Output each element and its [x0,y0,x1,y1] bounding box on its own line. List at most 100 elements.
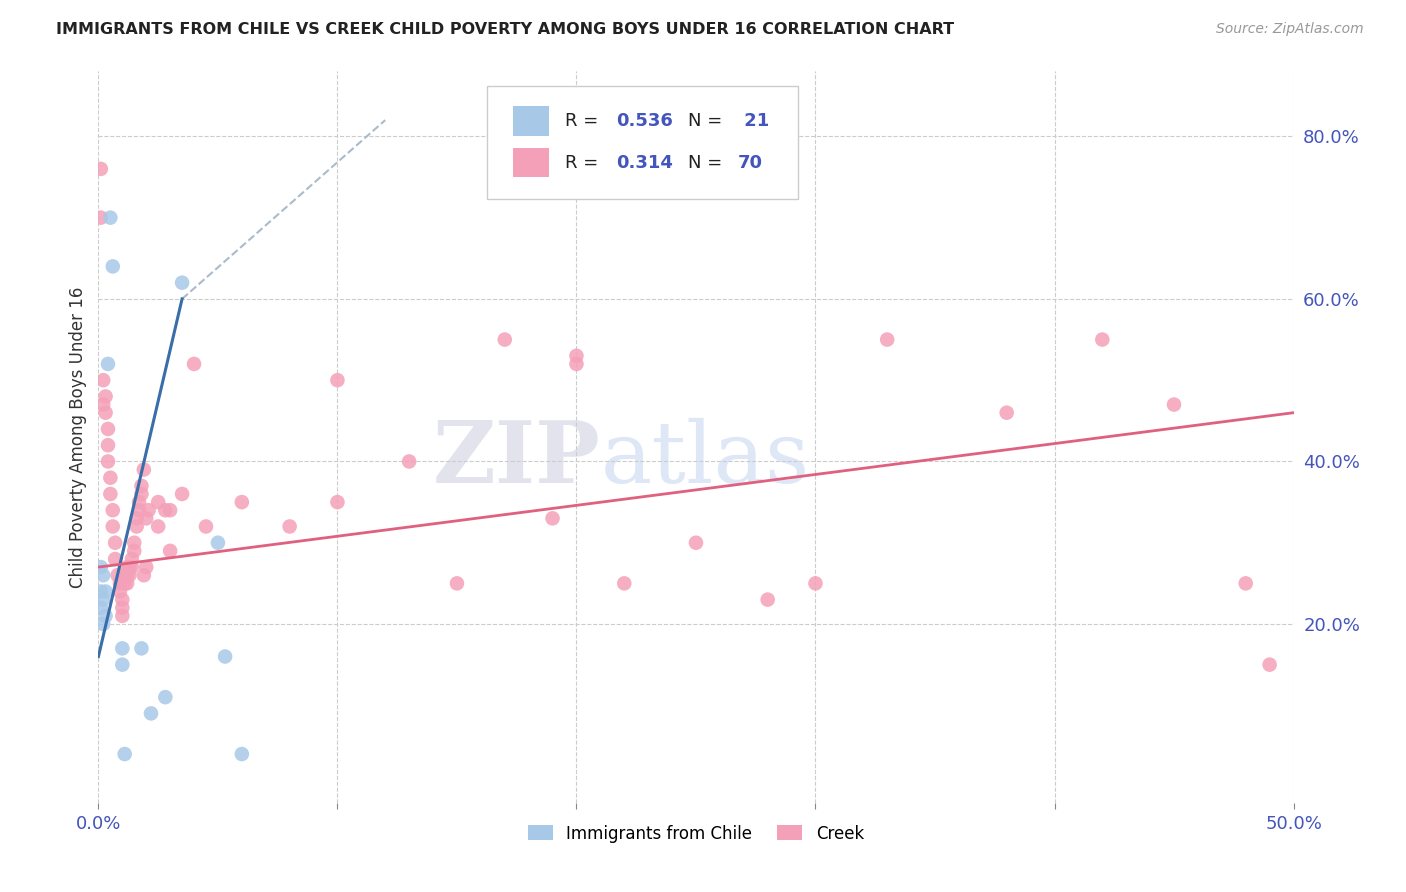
Point [148,495,170,509]
Point [94,584,117,599]
Point [756,592,779,607]
Point [114,576,136,591]
Point [494,333,516,347]
Point [565,349,588,363]
Text: 0.536: 0.536 [616,112,673,130]
Point [91,398,114,412]
Text: 0.314: 0.314 [616,153,673,172]
Point [172,276,194,290]
Point [108,576,131,591]
Point [115,576,138,591]
Text: IMMIGRANTS FROM CHILE VS CREEK CHILD POVERTY AMONG BOYS UNDER 16 CORRELATION CHA: IMMIGRANTS FROM CHILE VS CREEK CHILD POV… [56,22,955,37]
Point [98,471,122,485]
Point [111,641,134,656]
Point [90,584,112,599]
Point [132,462,155,476]
Point [995,406,1018,420]
Point [159,544,181,558]
Point [98,487,122,501]
Point [132,568,155,582]
Point [107,568,129,582]
Point [91,617,114,632]
Point [155,503,177,517]
Point [98,211,122,225]
Point [111,608,134,623]
Point [91,568,114,582]
Point [121,552,143,566]
Point [138,503,160,517]
Point [685,535,707,549]
Point [326,495,349,509]
Point [446,576,468,591]
Text: R =: R = [565,153,603,172]
Point [124,544,146,558]
Point [207,535,229,549]
Point [94,608,117,623]
Point [97,454,120,468]
Point [97,438,120,452]
Bar [513,106,548,136]
Point [124,535,146,549]
Point [97,422,120,436]
Point [172,487,194,501]
Point [90,211,112,225]
Point [613,576,636,591]
Point [114,747,136,761]
Point [1258,657,1281,672]
Point [114,568,136,582]
Point [326,373,349,387]
Point [90,560,112,574]
FancyBboxPatch shape [486,86,797,200]
Point [278,519,301,533]
Point [139,706,162,721]
Point [135,560,157,574]
Text: ZIP: ZIP [433,417,600,501]
Point [101,503,124,517]
Point [541,511,564,525]
Bar [513,148,548,178]
Point [94,406,117,420]
Point [125,511,148,525]
Text: 21: 21 [738,112,769,130]
Point [111,600,134,615]
Text: R =: R = [565,112,603,130]
Point [159,503,181,517]
Point [131,641,153,656]
Point [94,389,117,403]
Point [183,357,205,371]
Point [101,260,124,274]
Y-axis label: Child Poverty Among Boys Under 16: Child Poverty Among Boys Under 16 [69,286,87,588]
Point [565,357,588,371]
Legend: Immigrants from Chile, Creek: Immigrants from Chile, Creek [522,818,870,849]
Point [91,592,114,607]
Text: Source: ZipAtlas.com: Source: ZipAtlas.com [1216,22,1364,37]
Point [115,568,138,582]
Point [118,560,141,574]
Point [115,560,138,574]
Point [108,584,131,599]
Text: atlas: atlas [600,417,810,500]
Point [90,161,112,176]
Point [398,454,420,468]
Text: N =: N = [688,153,727,172]
Point [101,519,124,533]
Point [1234,576,1257,591]
Point [125,519,148,533]
Point [214,649,236,664]
Point [128,503,150,517]
Point [91,373,114,387]
Point [131,479,153,493]
Point [97,357,120,371]
Point [104,535,127,549]
Point [148,519,170,533]
Point [111,657,134,672]
Text: 70: 70 [738,153,763,172]
Point [131,487,153,501]
Point [121,560,143,574]
Point [195,519,218,533]
Point [1091,333,1114,347]
Point [804,576,827,591]
Point [135,511,157,525]
Point [90,600,112,615]
Point [1163,398,1185,412]
